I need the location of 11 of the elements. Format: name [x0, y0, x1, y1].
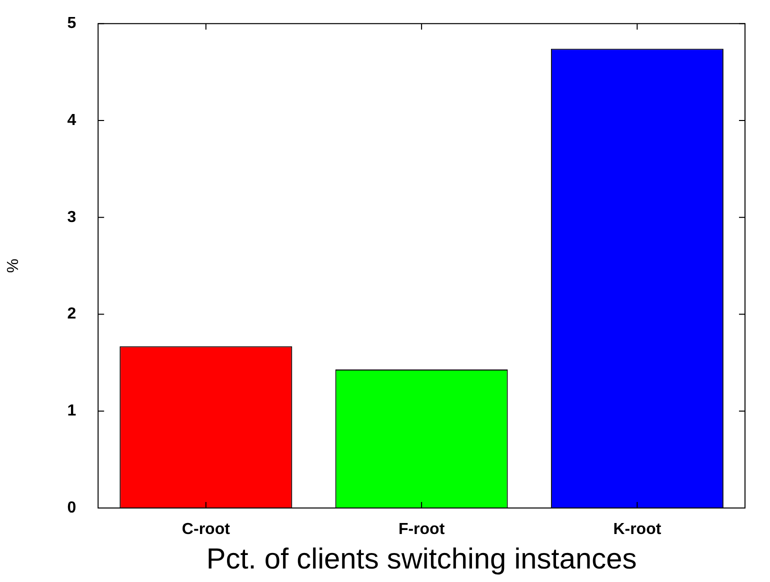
y-tick-label: 5	[67, 15, 76, 32]
x-tick-label: F-root	[398, 521, 446, 538]
y-tick-label: 0	[67, 499, 76, 516]
y-tick-label: 3	[67, 208, 76, 226]
y-tick-label: 4	[67, 112, 76, 129]
x-tick-label: K-root	[613, 521, 662, 538]
y-tick-label: 1	[67, 402, 76, 420]
y-axis-title: %	[5, 258, 22, 273]
x-tick-label: C-root	[182, 521, 231, 538]
x-axis-title: Pct. of clients switching instances	[206, 544, 637, 576]
y-tick-label: 2	[67, 306, 76, 323]
